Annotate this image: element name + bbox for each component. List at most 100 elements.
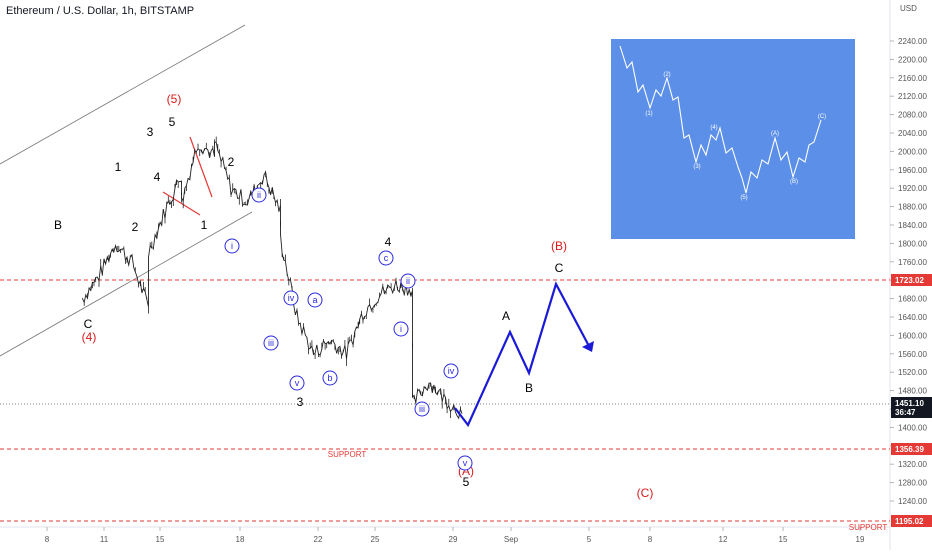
sub-wave-circle: [289, 375, 305, 391]
y-tick-label: 2200.00: [898, 55, 927, 64]
level-price-tag-text: 1723.02: [895, 276, 924, 285]
wave-label: 5: [169, 115, 176, 129]
x-tick-label: 15: [779, 535, 788, 544]
y-tick-label: 1640.00: [898, 313, 927, 322]
y-tick-label: 1840.00: [898, 221, 927, 230]
sub-wave-label: iv: [288, 293, 295, 303]
x-tick-label: 22: [314, 535, 323, 544]
sub-wave-circle: [400, 273, 416, 289]
x-tick-label: 8: [648, 535, 653, 544]
inset-wave-label: (5): [740, 195, 747, 201]
level-price-tag-text: 1356.39: [895, 445, 924, 454]
y-tick-label: 1880.00: [898, 203, 927, 212]
sub-wave-circle: [457, 455, 473, 471]
current-price-countdown: 36:47: [895, 408, 916, 417]
wave-label: (5): [167, 92, 182, 106]
inset-wave-label: (A): [771, 131, 779, 137]
sub-wave-circle: [307, 292, 323, 308]
x-tick-label: 11: [100, 535, 109, 544]
sub-wave-circle: [378, 250, 394, 266]
wave-label: C: [555, 261, 564, 275]
wave-label: 2: [132, 220, 139, 234]
sub-wave-label: i: [231, 241, 233, 251]
wave-label: 3: [297, 395, 304, 409]
sub-wave-label: v: [463, 458, 468, 468]
inset-wave-label: (3): [693, 164, 700, 170]
level-price-tag: [891, 443, 932, 455]
wave-label: B: [525, 381, 533, 395]
support-label: SUPPORT: [328, 450, 367, 459]
y-tick-label: 1600.00: [898, 331, 927, 340]
sub-wave-circle: [322, 370, 338, 386]
trend-channel: [0, 24, 253, 357]
y-tick-label: 1400.00: [898, 423, 927, 432]
inset-wave-label: (1): [645, 111, 652, 117]
x-tick-label: 12: [719, 535, 728, 544]
sub-wave-label: c: [384, 253, 389, 263]
sub-wave-circle: [414, 401, 430, 417]
x-tick-label: 29: [449, 535, 458, 544]
wave-label: 4: [154, 170, 161, 184]
sub-wave-circle: [443, 363, 459, 379]
sub-wave-label: ii: [257, 190, 261, 200]
wave-label: (4): [82, 330, 97, 344]
sub-wave-circle: [251, 187, 267, 203]
wave-label: A: [502, 309, 510, 323]
inset-wave-label: (2): [663, 72, 670, 78]
sub-wave-circle: [393, 321, 409, 337]
sub-wave-label: v: [295, 378, 300, 388]
sub-wave-circle: [224, 238, 240, 254]
price-series: [82, 136, 463, 420]
y-tick-label: 2160.00: [898, 74, 927, 83]
inset-background: [611, 39, 855, 239]
y-tick-label: 1280.00: [898, 479, 927, 488]
y-tick-label: 1240.00: [898, 497, 927, 506]
x-tick-label: 25: [371, 535, 380, 544]
sub-wave-circle: [263, 335, 279, 351]
y-tick-label: 1760.00: [898, 258, 927, 267]
y-tick-label: 2080.00: [898, 111, 927, 120]
wave-label: 2: [228, 155, 235, 169]
wave-label: 1: [115, 160, 122, 174]
wave-label: (B): [551, 239, 567, 253]
wave-label: (C): [637, 486, 654, 500]
price-line: [82, 141, 463, 420]
sub-wave-label: iv: [448, 366, 455, 376]
x-tick-label: 15: [156, 535, 165, 544]
wave-label: 3: [147, 125, 154, 139]
projection-arrowhead: [582, 341, 594, 352]
sub-wave-label: iii: [268, 338, 274, 348]
sub-wave-label: iii: [419, 404, 425, 414]
x-tick-label: 19: [856, 535, 865, 544]
x-axis: 8 11 15 18 22 25 29 Sep 5 8 12 15 19: [45, 527, 865, 544]
y-tick-label: 2040.00: [898, 129, 927, 138]
projection-path: [454, 281, 591, 428]
y-tick-label: 2120.00: [898, 92, 927, 101]
sub-wave-circle: [283, 290, 299, 306]
x-tick-label: 18: [236, 535, 245, 544]
y-tick-label: 1920.00: [898, 184, 927, 193]
y-tick-label: 1520.00: [898, 368, 927, 377]
wave-label: 1: [201, 218, 208, 232]
x-tick-label: 8: [45, 535, 50, 544]
wave-label: B: [54, 218, 62, 232]
level-price-tag: [891, 515, 932, 527]
inset-wave-label: (4): [710, 125, 717, 131]
inset-wave-line: [619, 45, 822, 194]
wave-label: 5: [463, 475, 470, 489]
wave-marker-lines: [162, 136, 213, 216]
y-tick-label: 1480.00: [898, 387, 927, 396]
wave-projection: [454, 281, 594, 428]
y-tick-label: 1800.00: [898, 239, 927, 248]
inset-wave-label: (B): [790, 179, 798, 185]
current-price-value: 1451.10: [895, 399, 924, 408]
chart-title: Ethereum / U.S. Dollar, 1h, BITSTAMP: [6, 5, 194, 17]
y-tick-label: 1960.00: [898, 166, 927, 175]
y-tick-label: 1320.00: [898, 460, 927, 469]
inset-wave-diagram: (1) (2) (3) (4) (5) (A) (B) (C): [611, 39, 855, 239]
currency-label: USD: [900, 4, 917, 13]
y-tick-label: 2000.00: [898, 147, 927, 156]
sub-wave-label: ii: [406, 276, 410, 286]
level-price-tag: [891, 274, 932, 286]
